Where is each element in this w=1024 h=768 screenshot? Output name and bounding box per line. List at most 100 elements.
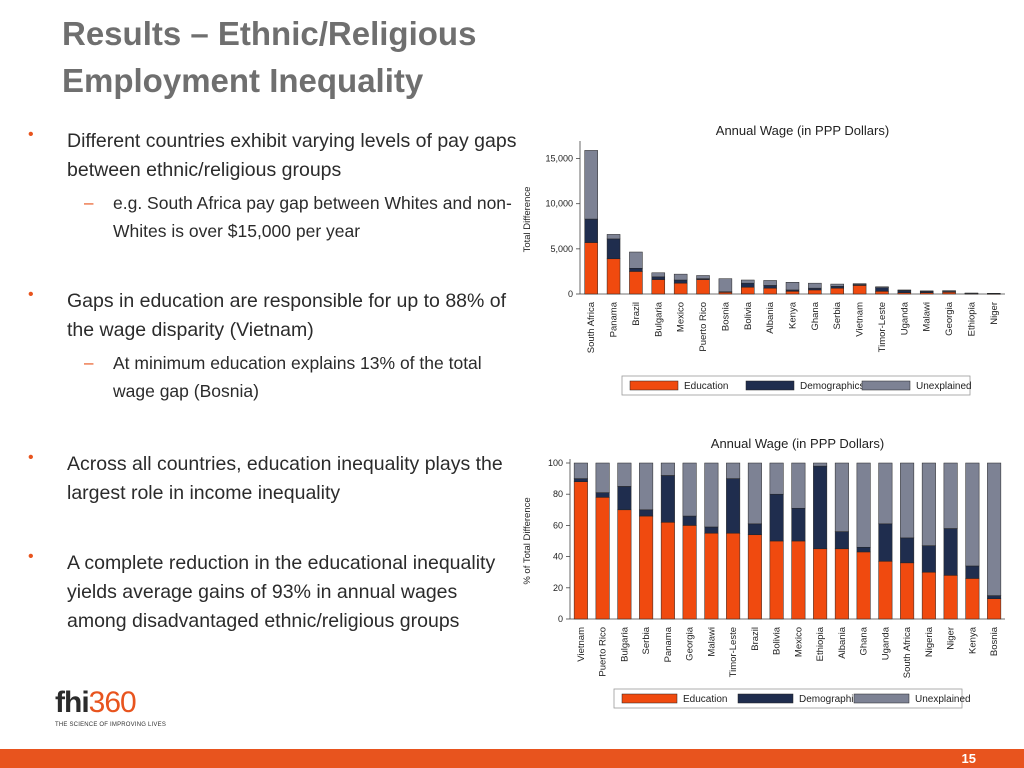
- slide-title-line-2: Employment Inequality: [62, 62, 424, 99]
- x-tick-label: Brazil: [631, 302, 642, 326]
- sub-bullet-text: e.g. South Africa pay gap between Whites…: [113, 193, 512, 241]
- x-tick-label: Vietnam: [576, 627, 587, 662]
- bullet-marker-icon: •: [28, 548, 34, 565]
- bar-segment: [834, 548, 849, 620]
- bar-segment: [875, 287, 889, 292]
- bar-segment: [726, 478, 741, 534]
- x-tick-label: Niger: [946, 627, 957, 650]
- bar-segment: [943, 462, 958, 529]
- bullet-item: • A complete reduction in the educationa…: [28, 548, 518, 636]
- bar-segment: [595, 497, 610, 620]
- bar-segment: [741, 282, 755, 288]
- x-tick-label: Ghana: [859, 626, 870, 655]
- bullet-item: • Across all countries, education inequa…: [28, 449, 518, 508]
- bar-segment: [704, 462, 719, 528]
- bar-segment: [834, 462, 849, 532]
- y-tick-label: 80: [553, 489, 563, 499]
- bar-segment: [875, 286, 889, 288]
- bar-segment: [921, 545, 936, 573]
- bar-segment: [673, 273, 688, 281]
- x-tick-label: Brazil: [750, 627, 761, 651]
- logo-wordmark: fhi360: [55, 686, 137, 719]
- bar-segment: [660, 475, 675, 523]
- x-tick-label: Nigeria: [924, 626, 935, 657]
- x-tick-label: Niger: [989, 302, 1000, 325]
- bar-segment: [830, 283, 844, 287]
- y-tick-label: 0: [558, 614, 563, 624]
- bar-segment: [897, 289, 912, 291]
- y-tick-label: 100: [548, 458, 563, 468]
- bar-segment: [942, 291, 956, 295]
- legend-label: Education: [683, 694, 727, 705]
- bullet-marker-icon: •: [28, 126, 34, 143]
- bar-segment: [856, 462, 871, 548]
- bar-segment: [704, 532, 719, 620]
- legend-swatch: [629, 380, 679, 391]
- bar-segment: [987, 598, 1002, 620]
- x-tick-label: Puerto Rico: [598, 627, 609, 677]
- x-tick-label: Malawi: [922, 302, 933, 332]
- y-axis-label: % of Total Difference: [522, 497, 533, 584]
- x-tick-label: Serbia: [832, 301, 843, 329]
- bar-segment: [769, 540, 784, 620]
- x-tick-label: Timor-Leste: [877, 302, 888, 352]
- dash-marker-icon: –: [84, 193, 94, 212]
- bar-segment: [741, 279, 755, 284]
- bar-segment: [584, 218, 598, 243]
- bar-segment: [769, 493, 784, 542]
- bar-segment: [830, 286, 844, 289]
- y-tick-label: 40: [553, 552, 563, 562]
- bar-segment: [808, 287, 822, 291]
- x-tick-label: Uganda: [899, 301, 910, 335]
- chart-total-difference: Annual Wage (in PPP Dollars) Total Differ…: [515, 118, 1010, 400]
- bar-segment: [943, 575, 958, 620]
- bar-segment: [606, 258, 621, 295]
- bar-segment: [813, 548, 828, 620]
- bar-segment: [900, 537, 915, 564]
- bar-segment: [921, 462, 936, 546]
- bar-segment: [964, 292, 979, 294]
- legend-label: Education: [684, 381, 728, 392]
- legend-swatch: [861, 380, 911, 391]
- x-tick-label: Uganda: [880, 626, 891, 660]
- legend-swatch: [621, 693, 678, 704]
- page-number: 15: [961, 751, 976, 766]
- x-tick-label: Mexico: [793, 627, 804, 657]
- x-tick-label: Ethiopia: [815, 626, 826, 661]
- legend-label: Unexplained: [916, 381, 972, 392]
- bar-segment: [942, 290, 956, 292]
- bar-segment: [651, 272, 666, 278]
- bar-segment: [639, 515, 654, 620]
- bar-segment: [808, 282, 822, 289]
- x-tick-label: Bosnia: [989, 626, 1000, 656]
- y-tick-label: 10,000: [545, 199, 573, 209]
- x-tick-label: Timor-Leste: [728, 627, 739, 677]
- bar-segment: [718, 278, 733, 292]
- legend-label: Demographics: [799, 694, 863, 705]
- bar-segment: [769, 462, 784, 495]
- legend-swatch: [745, 380, 795, 391]
- bar-segment: [573, 462, 588, 479]
- bar-segment: [919, 290, 934, 292]
- bar-segment: [763, 280, 777, 286]
- bar-segment: [785, 291, 800, 295]
- bar-segment: [673, 279, 688, 284]
- bar-segment: [763, 285, 777, 289]
- bar-segment: [606, 238, 621, 260]
- bullet-marker-icon: •: [28, 449, 34, 466]
- x-tick-label: Bulgaria: [653, 301, 664, 337]
- legend-swatch: [853, 693, 910, 704]
- bullet-item: • Gaps in education are responsible for …: [28, 286, 518, 405]
- x-tick-label: Mexico: [676, 302, 687, 332]
- bullet-item: • Different countries exhibit varying le…: [28, 126, 518, 245]
- bar-segment: [682, 525, 697, 620]
- bullet-text: Different countries exhibit varying leve…: [67, 130, 517, 181]
- x-tick-label: Malawi: [706, 627, 717, 657]
- x-tick-label: Panama: [609, 301, 620, 337]
- bar-segment: [696, 275, 710, 279]
- bar-segment: [813, 462, 828, 467]
- bar-segment: [965, 578, 980, 620]
- bar-segment: [965, 565, 980, 579]
- x-tick-label: Vietnam: [855, 302, 866, 337]
- footer-bar: 15: [0, 749, 1024, 768]
